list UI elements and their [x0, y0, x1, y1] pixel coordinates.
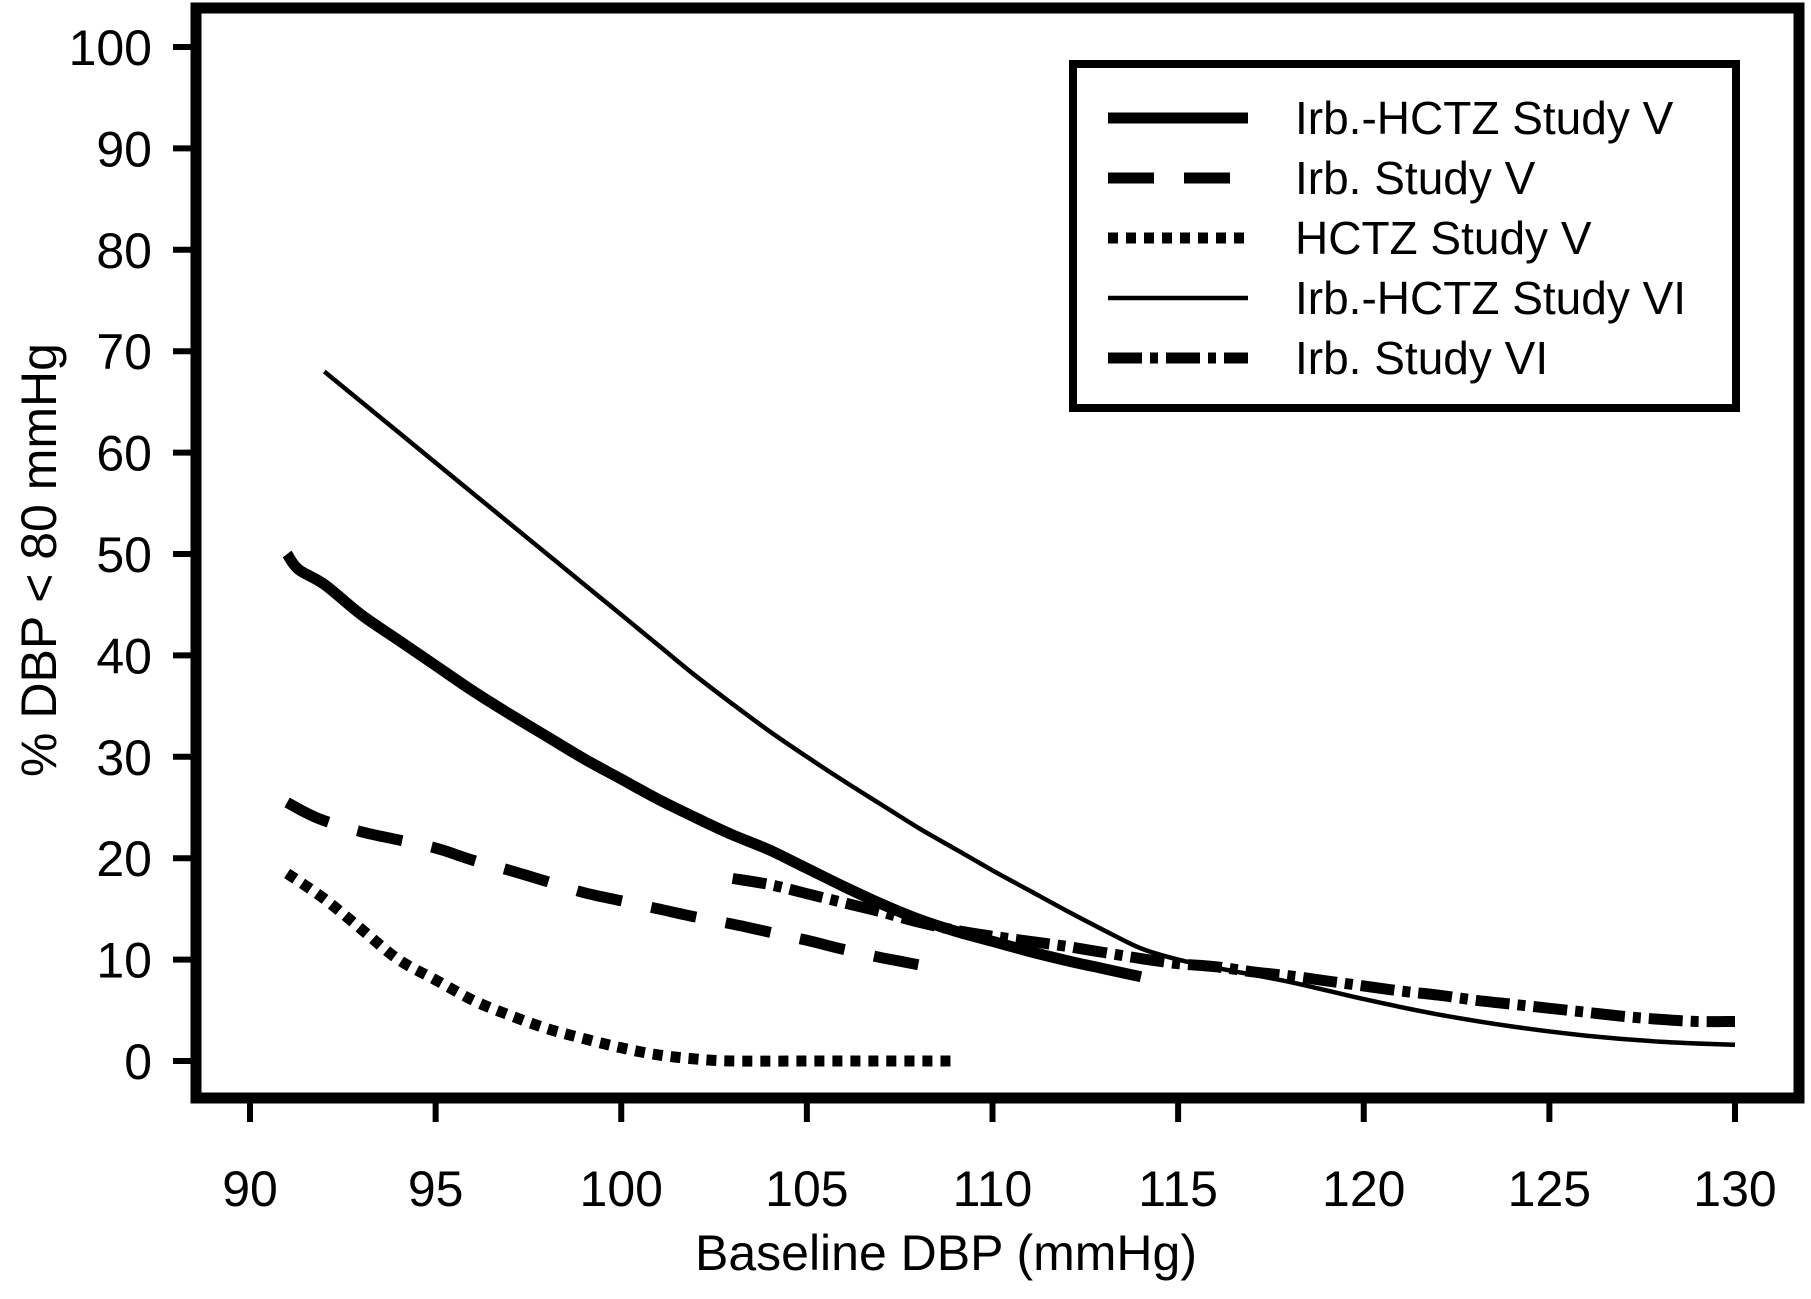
legend-label: Irb.-HCTZ Study VI [1295, 272, 1686, 324]
y-tick-label: 70 [96, 324, 152, 380]
legend-label: Irb. Study VI [1295, 332, 1548, 384]
series-line-irb-study-vi [731, 873, 1736, 1028]
y-tick-label: 80 [96, 223, 152, 279]
y-axis: 0 10 20 30 40 50 60 70 80 90 100 [69, 20, 196, 1090]
y-tick-label: 20 [96, 831, 152, 887]
y-axis-title: % DBP < 80 mmHg [11, 343, 67, 777]
y-tick-label: 50 [96, 527, 152, 583]
legend-label: HCTZ Study V [1295, 212, 1592, 264]
x-tick-label: 105 [765, 1161, 848, 1217]
legend-label: Irb.-HCTZ Study V [1295, 92, 1674, 144]
y-tick-label: 0 [124, 1034, 152, 1090]
x-tick-label: 110 [953, 1161, 1033, 1217]
x-tick-label: 125 [1508, 1161, 1591, 1217]
y-tick-label: 40 [96, 628, 152, 684]
x-tick-label: 95 [408, 1161, 464, 1217]
x-tick-label: 90 [222, 1161, 278, 1217]
legend: Irb.-HCTZ Study V Irb. Study V HCTZ Study … [1069, 60, 1740, 412]
x-axis: 90 95 100 105 110 115 120 125 130 [222, 1098, 1777, 1217]
legend-label: Irb. Study V [1295, 152, 1536, 204]
x-axis-title: Baseline DBP (mmHg) [695, 1225, 1197, 1281]
series-line-irb-hctz-study-vi [322, 369, 1736, 1048]
x-tick-label: 115 [1138, 1161, 1218, 1217]
series-line-irb-hctz-study-v [282, 550, 1143, 983]
x-tick-label: 120 [1322, 1161, 1405, 1217]
x-tick-label: 100 [580, 1161, 663, 1217]
y-tick-label: 10 [96, 933, 152, 989]
series-line-hctz-study-v [284, 868, 956, 1067]
x-tick-label: 130 [1693, 1161, 1776, 1217]
y-tick-label: 30 [96, 730, 152, 786]
series-lines [282, 369, 1736, 1067]
y-tick-label: 60 [96, 426, 152, 482]
y-tick-label: 100 [69, 20, 152, 76]
y-tick-label: 90 [96, 121, 152, 177]
series-line-irb-study-v [284, 797, 920, 971]
